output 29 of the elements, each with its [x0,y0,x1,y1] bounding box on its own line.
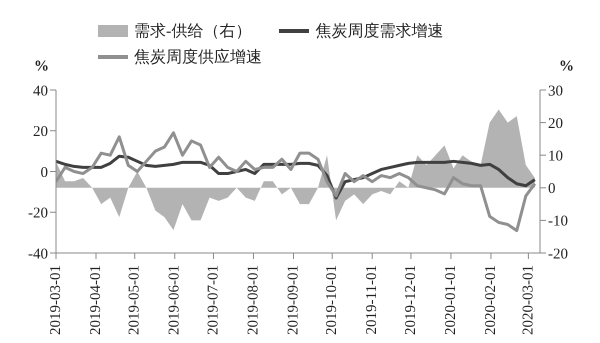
x-tick-label: 2019-05-01 [126,265,143,335]
legend-label: 需求-供给（右） [134,22,252,42]
y-axis-title: % [34,58,49,75]
x-tick-label: 2020-03-01 [520,265,536,335]
y-tick-label: 0 [40,164,48,181]
legend-label: 焦炭周度需求增速 [315,22,444,42]
x-tick-label: 2019-06-01 [166,265,183,335]
y2-tick-label: 10 [548,148,563,165]
x-tick-label: 2020-02-01 [482,265,499,335]
x-tick-label: 2020-01-01 [442,265,459,335]
y2-tick-label: 0 [548,181,556,198]
y-tick-label: 40 [33,83,48,100]
x-tick-label: 2019-09-01 [285,265,302,335]
y2-axis-title: % [559,58,574,75]
legend-label: 焦炭周度供应增速 [134,48,262,68]
x-tick-label: 2019-04-01 [88,265,104,335]
x-tick-label: 2019-10-01 [324,265,340,335]
x-tick-label: 2019-11-01 [364,265,380,334]
y2-tick-label: -20 [548,246,568,262]
y2-tick-label: 30 [548,83,563,100]
y2-tick-label: 20 [548,116,563,132]
y-tick-label: -20 [28,206,48,222]
x-tick-label: 2019-12-01 [402,265,419,335]
y-tick-label: -40 [28,246,48,262]
x-tick-label: 2019-07-01 [205,265,222,335]
y2-tick-label: -10 [548,214,568,230]
x-tick-label: 2019-08-01 [245,265,262,335]
x-tick-label: 2019-03-01 [48,265,64,335]
y-tick-label: 20 [33,124,48,140]
